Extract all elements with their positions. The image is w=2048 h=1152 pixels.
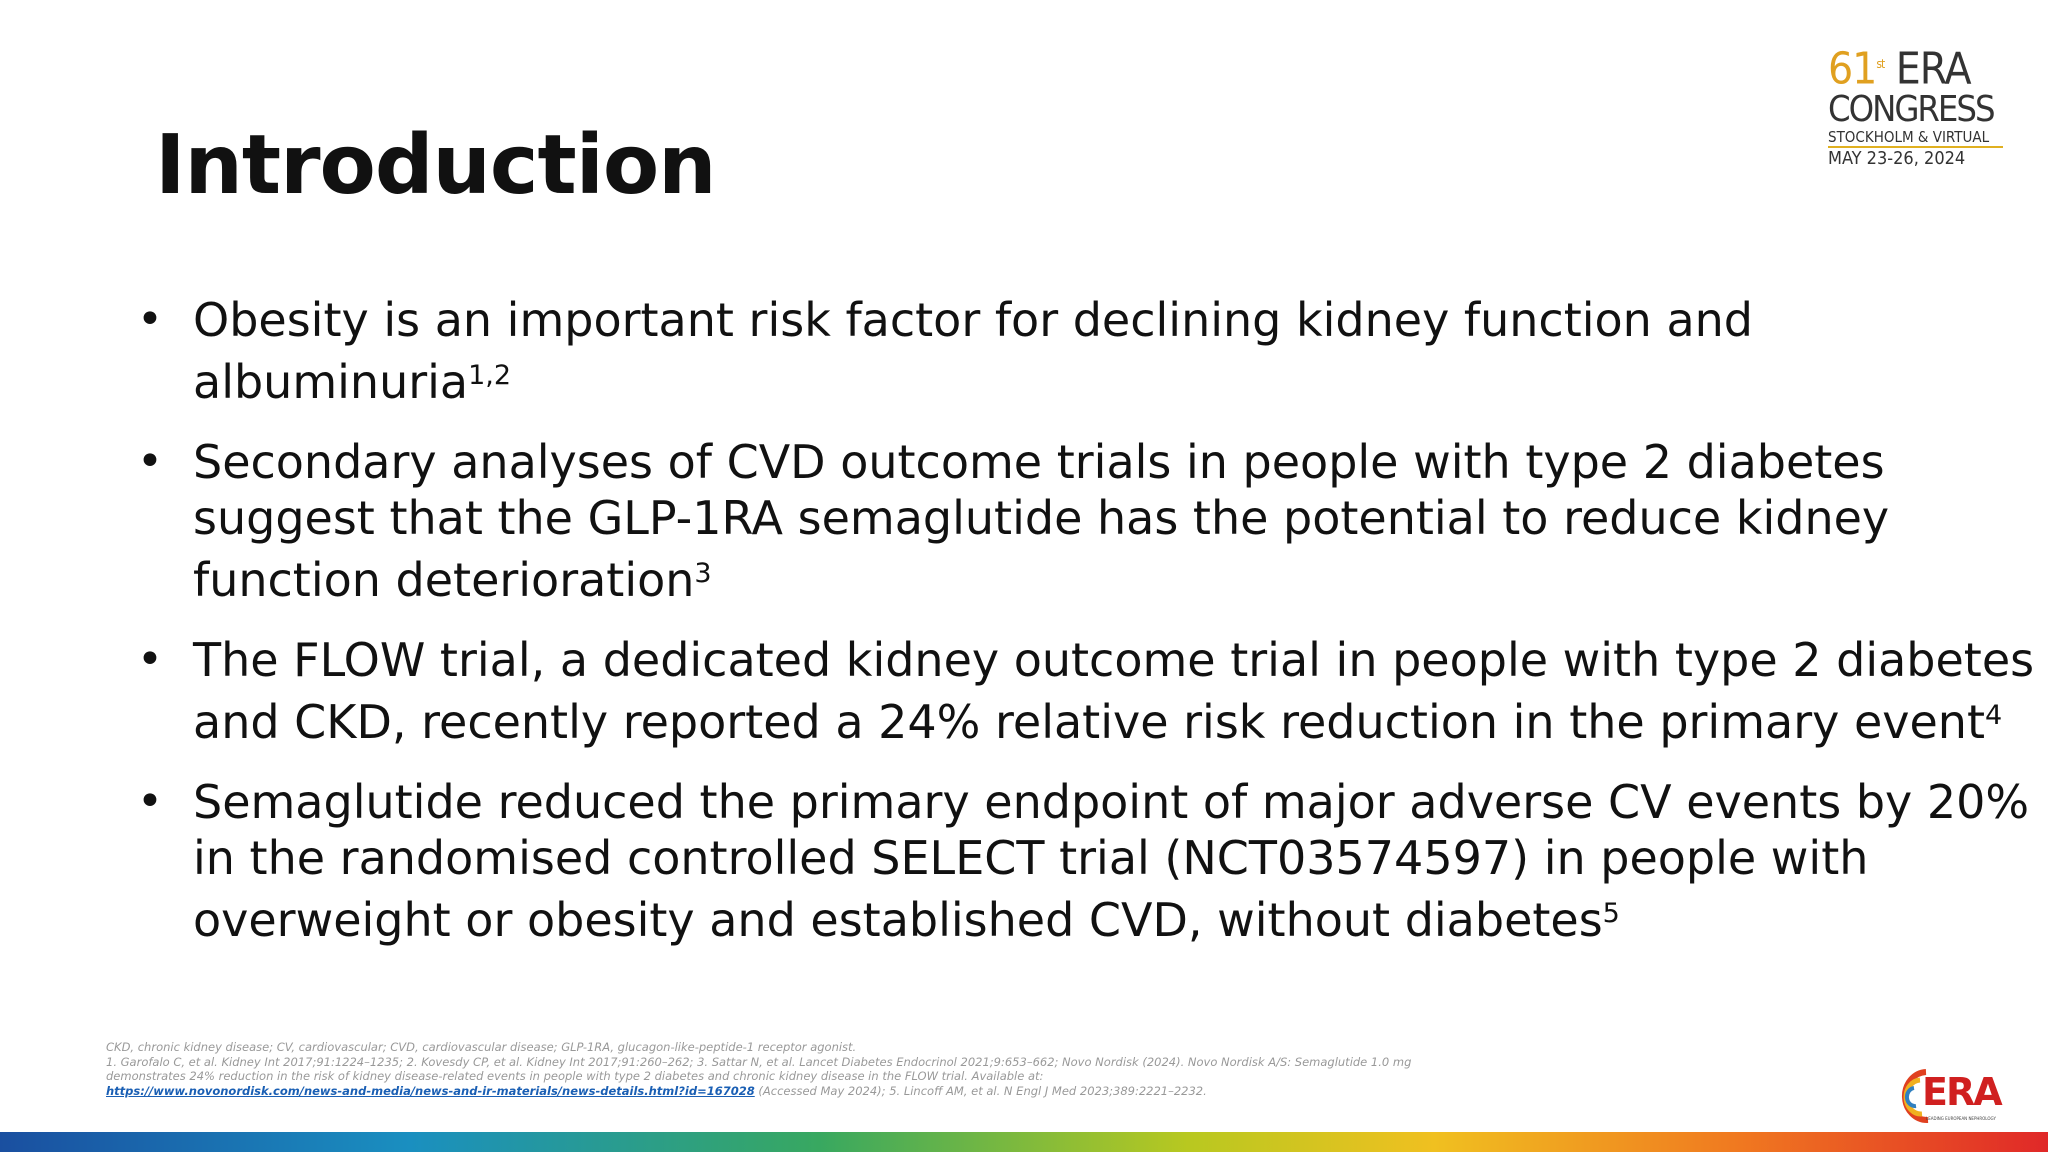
bullet-list: • Obesity is an important risk factor for… [0,292,2048,972]
reference-superscript: 1,2 [468,360,512,391]
footnotes: CKD, chronic kidney disease; CV, cardiov… [106,1040,1411,1098]
bullet-text: albuminuria1,2 [193,355,512,409]
bullet-item: • Obesity is an important risk factor for… [0,292,2048,410]
bullet-text: and CKD, recently reported a 24% relativ… [193,695,2003,749]
bullet-text: suggest that the GLP-1RA semaglutide has… [193,491,1890,545]
reference-link[interactable]: https://www.novonordisk.com/news-and-med… [106,1083,755,1098]
logo-line: MAY 23-26, 2024 [1828,147,1966,169]
slide-title: Introduction [155,118,717,213]
era-logo-name: ERA [1922,1070,2003,1114]
bullet-dot: • [137,436,163,487]
bullet-text: Obesity is an important risk factor for … [193,293,1753,347]
era-logo-tagline: LEADING EUROPEAN NEPHROLOGY [1926,1116,1996,1121]
bullet-text: The FLOW trial, a dedicated kidney outco… [193,633,2035,687]
reference-superscript: 4 [1984,700,2003,731]
footnote: (Accessed May 2024); 5. Lincoff AM, et a… [754,1083,1207,1098]
logo-name: ERA [1895,43,1972,95]
reference-superscript: 5 [1602,898,1620,929]
footnote: CKD, chronic kidney disease; CV, cardiov… [106,1040,857,1054]
color-bar [0,1132,2048,1152]
logo-line: STOCKHOLM & VIRTUAL [1828,128,2003,148]
bullet-item: • Semaglutide reduced the primary endpoin… [0,774,2048,948]
bullet-dot: • [137,294,163,345]
logo-suffix: st [1876,57,1885,71]
reference-superscript: 3 [694,558,712,589]
bullet-text: Semaglutide reduced the primary endpoint… [193,775,2030,829]
footnote: 1. Garofalo C, et al. Kidney Int 2017;91… [106,1054,1412,1069]
logo-line: CONGRESS [1828,88,1996,130]
era-logo-mark [1901,1069,1929,1124]
bullet-text: Secondary analyses of CVD outcome trials… [193,435,1885,489]
bullet-text: function deterioration3 [193,553,712,607]
footnote: demonstrates 24% reduction in the risk o… [106,1069,1044,1083]
bullet-dot: • [137,634,163,685]
bullet-text: in the randomised controlled SELECT tria… [193,831,1869,885]
bullet-item: • Secondary analyses of CVD outcome trial… [0,434,2048,608]
bullet-text: overweight or obesity and established CV… [193,893,1620,947]
congress-logo: 61st ERA CONGRESS STOCKHOLM & VIRTUAL MA… [1828,42,2003,170]
bullet-dot: • [137,776,163,827]
logo-edition: 61 [1828,43,1877,95]
bullet-item: • The FLOW trial, a dedicated kidney outc… [0,632,2048,750]
